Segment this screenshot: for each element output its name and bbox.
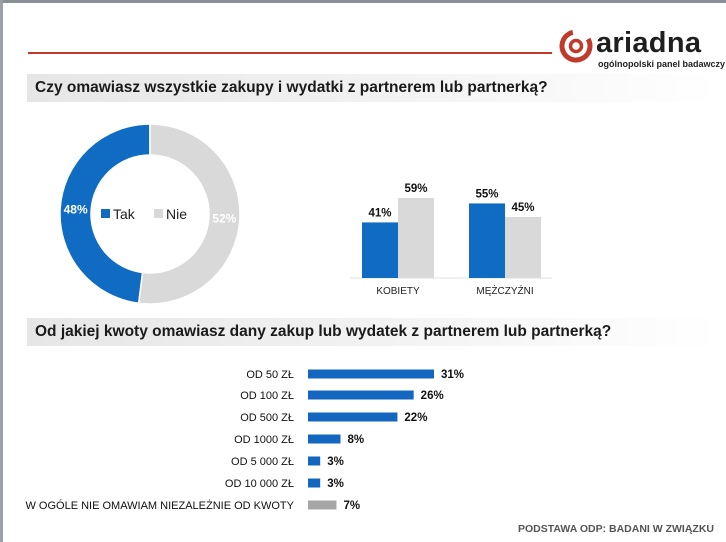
- top-border: [0, 0, 726, 3]
- amount-bar: [308, 412, 398, 422]
- gender-bar-nie: [398, 198, 434, 278]
- donut-value-label: 48%: [64, 202, 88, 216]
- gender-bar-value-label: 55%: [475, 188, 498, 200]
- amount-bar-chart: 31% OD 50 ZŁ 26% OD 100 ZŁ 22% OD 500 ZŁ 8% OD …: [25, 369, 464, 512]
- amount-bar-value-label: 31%: [441, 369, 464, 381]
- gender-bar-tak: [469, 203, 505, 278]
- brand-logo: ariadna ogólnopolski panel badawczy: [556, 26, 725, 72]
- gender-bar-value-label: 41%: [368, 207, 391, 219]
- amount-bar: [308, 434, 341, 444]
- brand-tagline: ogólnopolski panel badawczy: [598, 59, 726, 69]
- donut-value-label: 52%: [212, 212, 236, 226]
- legend-label-nie: Nie: [166, 206, 187, 222]
- amount-bar: [308, 390, 414, 400]
- legend-label-tak: Tak: [113, 206, 136, 222]
- amount-bar-value-label: 26%: [421, 390, 444, 402]
- amount-bar-value-label: 8%: [348, 434, 365, 446]
- amount-category-label: OD 50 ZŁ: [246, 369, 294, 381]
- ariadna-logo-icon: [559, 29, 593, 63]
- brand-name: ariadna: [596, 27, 702, 59]
- amount-bar: [308, 456, 321, 466]
- legend-swatch-nie: [154, 209, 163, 218]
- question-2-title: Od jakiej kwoty omawiasz dany zakup lub …: [27, 318, 719, 346]
- gender-bar-nie: [505, 216, 541, 278]
- gender-bar-value-label: 59%: [404, 183, 427, 195]
- donut-slice-nie: [137, 123, 241, 305]
- header-rule: [28, 52, 552, 54]
- gender-bar-tak: [362, 222, 398, 278]
- amount-category-label: OD 500 ZŁ: [240, 412, 294, 424]
- donut-chart: 48% 52% Tak Nie: [59, 123, 241, 305]
- amount-bar: [308, 500, 337, 510]
- amount-category-label: OD 5 000 ZŁ: [231, 456, 294, 468]
- footer-note: PODSTAWA ODP: BADANI W ZWIĄZKU: [518, 523, 714, 535]
- amount-category-label: OD 1000 ZŁ: [234, 434, 294, 446]
- amount-bar-value-label: 3%: [327, 456, 344, 468]
- amount-category-label: W OGÓLE NIE OMAWIAM NIEZALEŻNIE OD KWOTY: [25, 499, 294, 512]
- amount-bar-value-label: 3%: [327, 478, 344, 490]
- question-1-title: Czy omawiasz wszystkie zakupy i wydatki …: [27, 74, 719, 102]
- left-border: [0, 0, 3, 542]
- amount-bar: [308, 369, 434, 379]
- amount-category-label: OD 10 000 ZŁ: [225, 478, 294, 490]
- gender-category-label: MĘŻCZYŹNI: [476, 284, 533, 297]
- amount-bar-value-label: 22%: [404, 412, 427, 424]
- gender-category-label: KOBIETY: [376, 286, 420, 297]
- amount-category-label: OD 100 ZŁ: [240, 390, 294, 402]
- donut-slice-tak: [59, 123, 151, 305]
- gender-bar-value-label: 45%: [511, 202, 534, 214]
- gender-bar-chart: 41% 59% KOBIETY 55% 45% MĘŻCZYŹNI: [350, 183, 552, 297]
- amount-bar-value-label: 7%: [343, 500, 360, 512]
- legend-swatch-tak: [101, 209, 110, 218]
- amount-bar: [308, 478, 321, 488]
